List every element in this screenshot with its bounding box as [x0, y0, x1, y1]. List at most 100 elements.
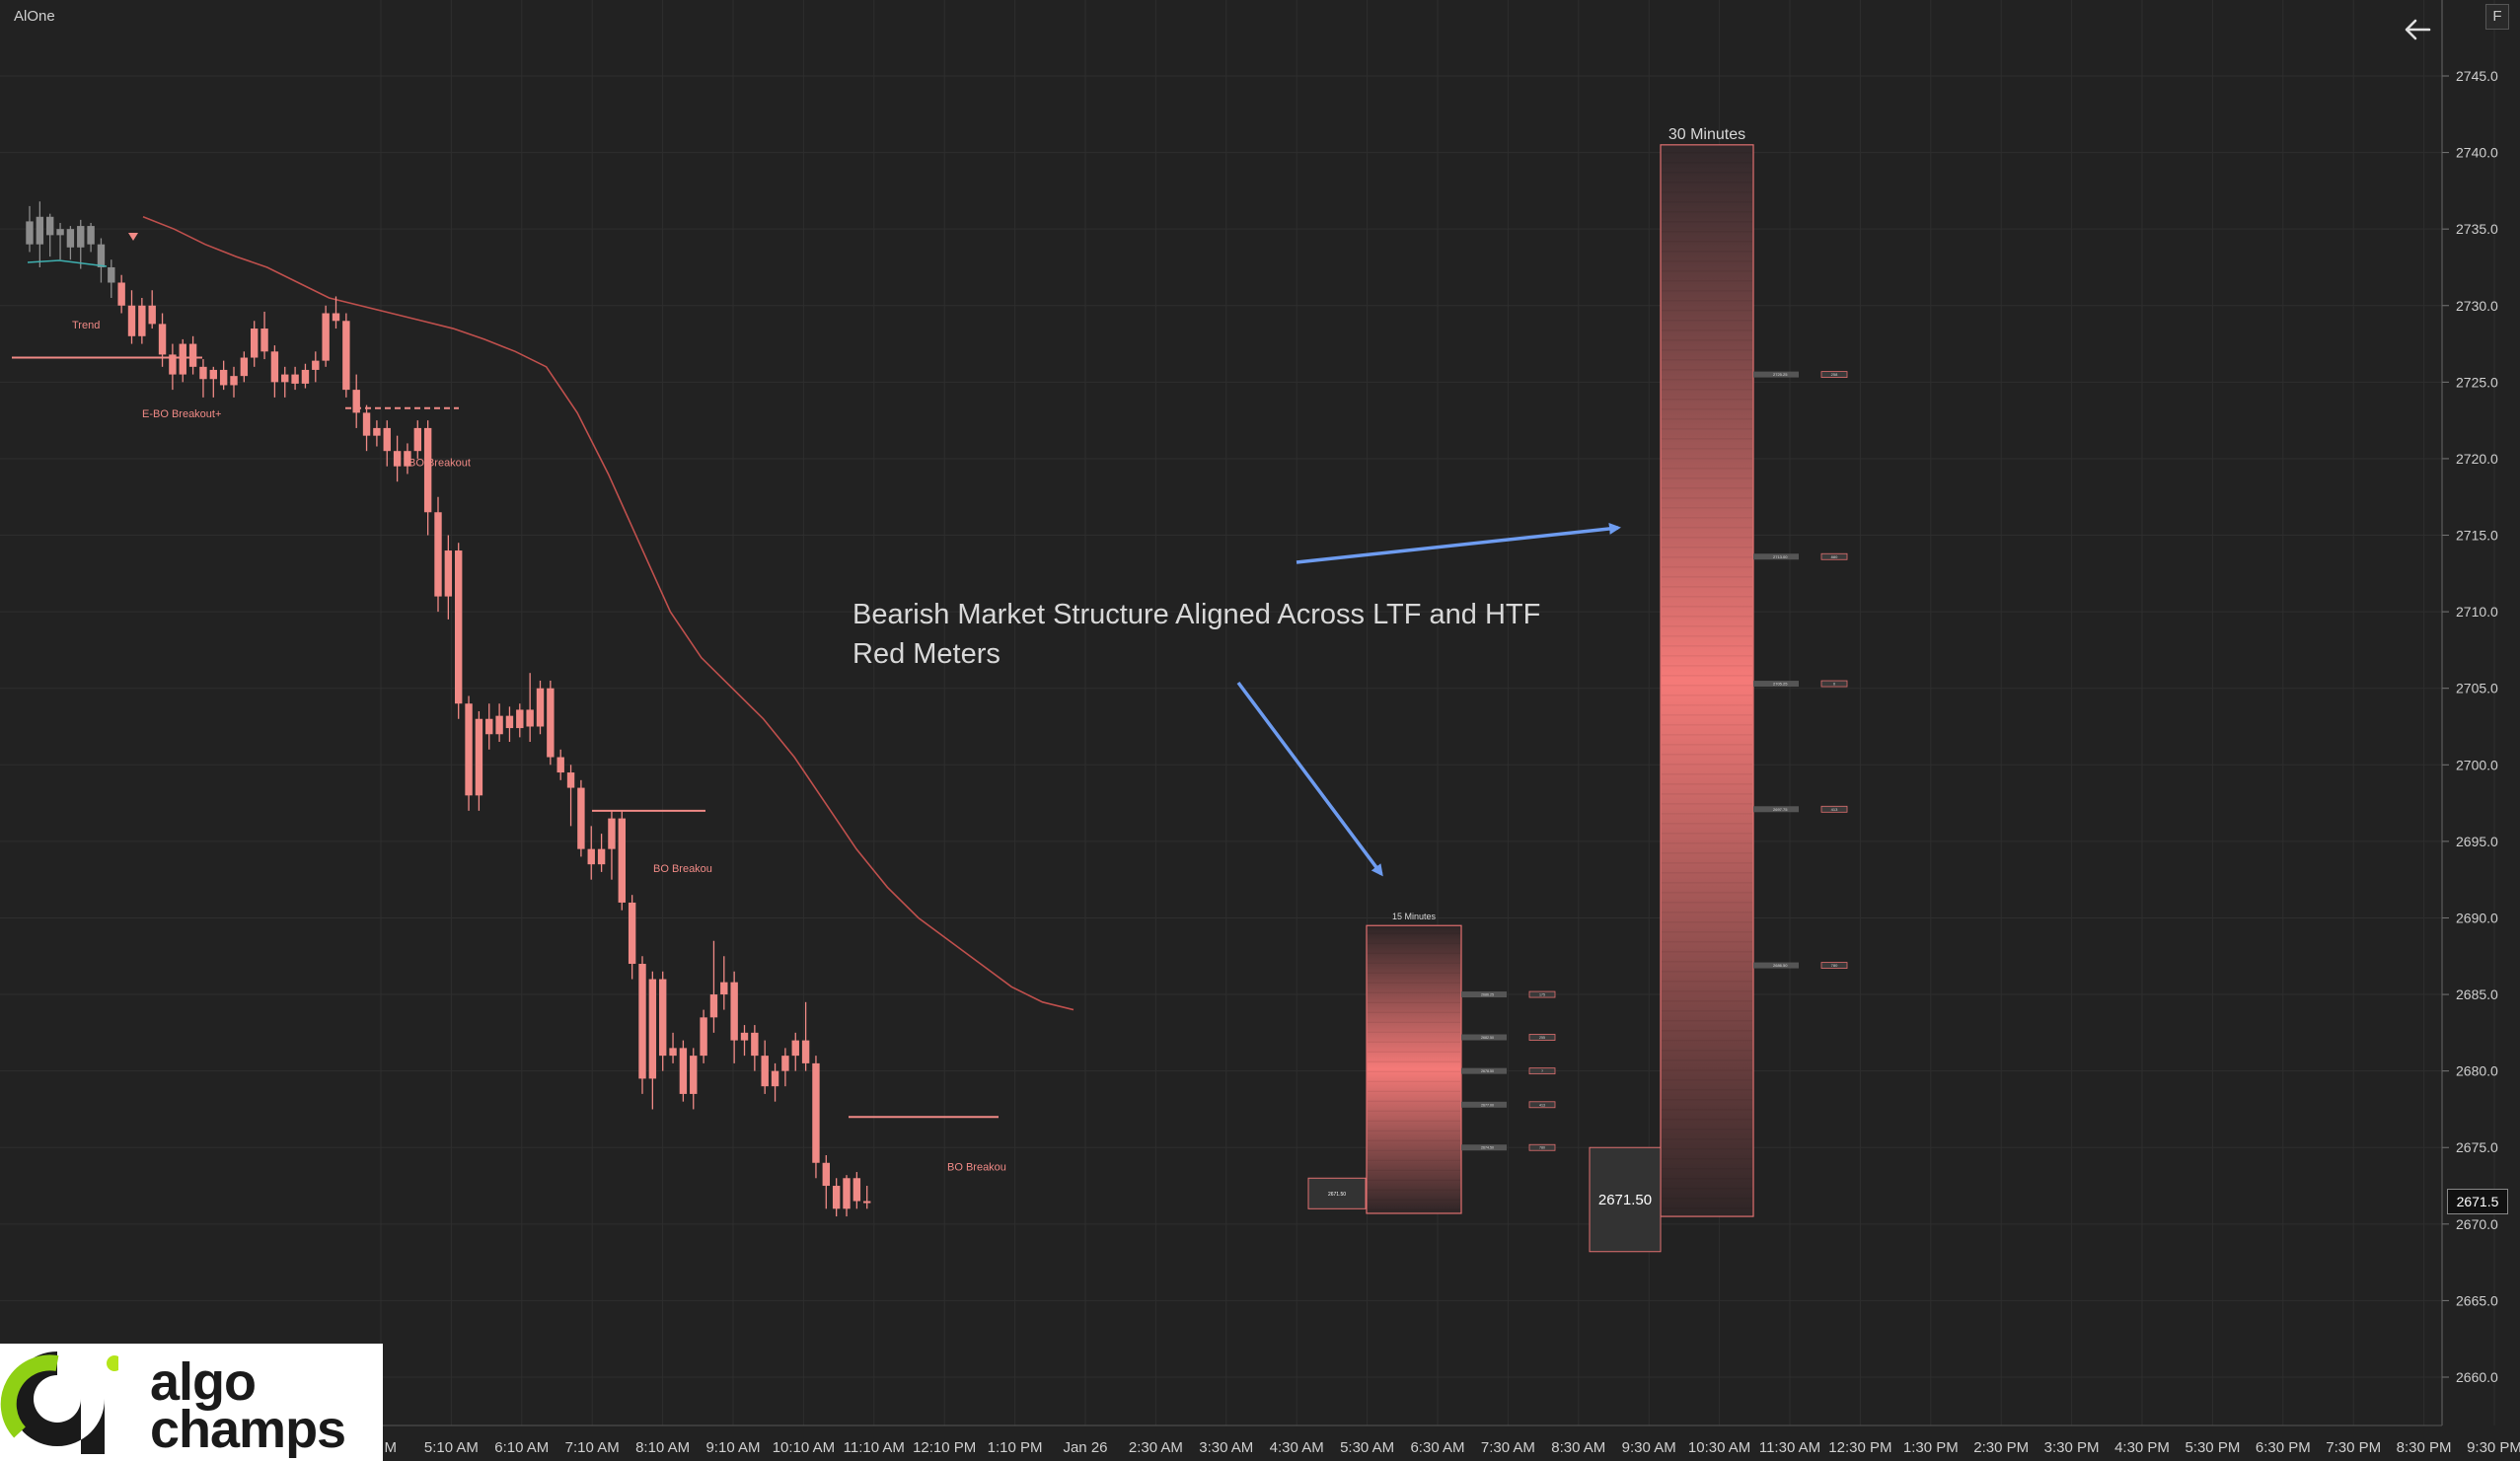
meter-level-tag [1461, 1034, 1507, 1041]
meter-level-value-box [1820, 371, 1848, 378]
meter-level-value-box [1528, 1101, 1556, 1109]
y-tick-label: 2710.0 [2456, 604, 2498, 620]
meter-level-value: 413 [1831, 807, 1838, 812]
arrow-to-ltf-meter [1236, 681, 1383, 877]
candle-body [87, 226, 95, 245]
candle-body [700, 1017, 707, 1057]
candle-body [413, 427, 421, 452]
meter-level-value-box [1528, 1067, 1556, 1075]
candle-body [281, 374, 289, 383]
candle-body [56, 229, 64, 236]
x-tick-label: 7:10 AM [565, 1439, 620, 1456]
candle-body [322, 313, 330, 361]
meter-level-value: 780 [1539, 1146, 1545, 1150]
candle-body [434, 512, 442, 597]
moving-average-line [142, 216, 1075, 1011]
meter-level-price: 2713.00 [1773, 554, 1788, 559]
candle-body [179, 343, 186, 375]
candle-body [240, 357, 249, 377]
meter-level-price: 2686.25 [1481, 993, 1494, 997]
x-tick-label: 3:30 PM [2044, 1439, 2100, 1456]
x-tick-label: 7:30 AM [1481, 1439, 1535, 1456]
y-tick-label: 2725.0 [2456, 374, 2498, 390]
meter-bar [1660, 144, 1754, 1217]
candle-body [383, 427, 391, 452]
meter-level-price: 2674.50 [1481, 1146, 1494, 1150]
x-tick-label: 4:30 PM [2114, 1439, 2170, 1456]
candle-body [475, 718, 483, 796]
candle-body [812, 1062, 820, 1163]
candle-body [148, 305, 156, 325]
x-tick-label: 6:30 AM [1410, 1439, 1464, 1456]
x-tick-label: 5:10 AM [424, 1439, 479, 1456]
candle-body [188, 343, 197, 367]
meter-level-value-box [1820, 680, 1848, 688]
meter-level-value: ? [1541, 1069, 1543, 1073]
candle-body [863, 1201, 871, 1204]
candle-body [843, 1178, 851, 1209]
x-tick-label: 11:10 AM [844, 1439, 905, 1456]
candle-body [608, 818, 616, 849]
meter-level-value: 880 [1831, 554, 1838, 559]
meter-level-price: 2677.00 [1481, 1103, 1494, 1107]
back-button[interactable] [2400, 12, 2435, 47]
meter-title: 30 Minutes [1668, 126, 1745, 143]
meter-bar [1366, 924, 1462, 1214]
logo-word-algo: algo [150, 1352, 257, 1412]
candle-body [597, 848, 606, 865]
x-tick-label: 10:30 AM [1688, 1439, 1750, 1456]
candle-body [730, 982, 738, 1041]
candle-body [352, 390, 360, 413]
x-tick-label: 12:10 PM [913, 1439, 976, 1456]
candle-body [566, 772, 575, 788]
x-tick-label: Jan 26 [1063, 1439, 1107, 1456]
algo-champs-logo: algo champs [0, 1344, 383, 1461]
meter-level-value: 780 [1831, 963, 1838, 968]
x-tick-label: 3:30 AM [1199, 1439, 1253, 1456]
candle-body [158, 324, 167, 355]
candle-body [720, 982, 728, 995]
x-tick-label: 5:30 AM [1340, 1439, 1394, 1456]
y-tick-label: 2740.0 [2456, 145, 2498, 161]
x-tick-label: 2:30 AM [1129, 1439, 1183, 1456]
candle-body [547, 688, 555, 758]
candle-body [526, 709, 534, 727]
candle-body [751, 1032, 759, 1057]
candle-body [577, 787, 585, 849]
candle-body [77, 226, 85, 248]
candle-body [669, 1048, 677, 1057]
candle-body [587, 848, 595, 865]
ma-series-line [142, 216, 1075, 1011]
candle-body [505, 715, 514, 729]
meter-price-box [1307, 1177, 1367, 1209]
x-tick-label: 8:30 PM [2397, 1439, 2452, 1456]
candle-body [709, 994, 718, 1018]
candle-body [362, 412, 371, 436]
candle-body [251, 329, 259, 358]
candle-body [690, 1056, 698, 1094]
grid [0, 0, 2495, 1425]
meter-level-value-box [1528, 1034, 1556, 1041]
candle-body [791, 1040, 799, 1057]
candle-body [342, 321, 350, 391]
candle-body [628, 902, 636, 965]
meter-level-price: 2697.75 [1773, 807, 1788, 812]
y-tick-label: 2680.0 [2456, 1063, 2498, 1079]
algo-champs-logo-icon [0, 1351, 118, 1454]
signal-label: BO Breakout [408, 458, 471, 470]
meter-level-value-box [1820, 552, 1848, 560]
teal-trend-line [27, 259, 108, 267]
signal-label: BO Breakou [947, 1162, 1006, 1174]
x-tick-label: 4:30 AM [1270, 1439, 1324, 1456]
candle-body [444, 550, 453, 597]
candle-body [556, 757, 564, 773]
candle-body [740, 1032, 749, 1041]
x-tick-label: 5:30 PM [2185, 1439, 2240, 1456]
x-tick-label: 11:30 AM [1759, 1439, 1820, 1456]
x-tick-label: 8:10 AM [635, 1439, 690, 1456]
x-tick-label: 9:10 AM [705, 1439, 760, 1456]
meter-level-price: 2678.50 [1481, 1069, 1494, 1073]
y-tick-label: 2720.0 [2456, 451, 2498, 467]
corner-f-button[interactable]: F [2485, 4, 2509, 30]
